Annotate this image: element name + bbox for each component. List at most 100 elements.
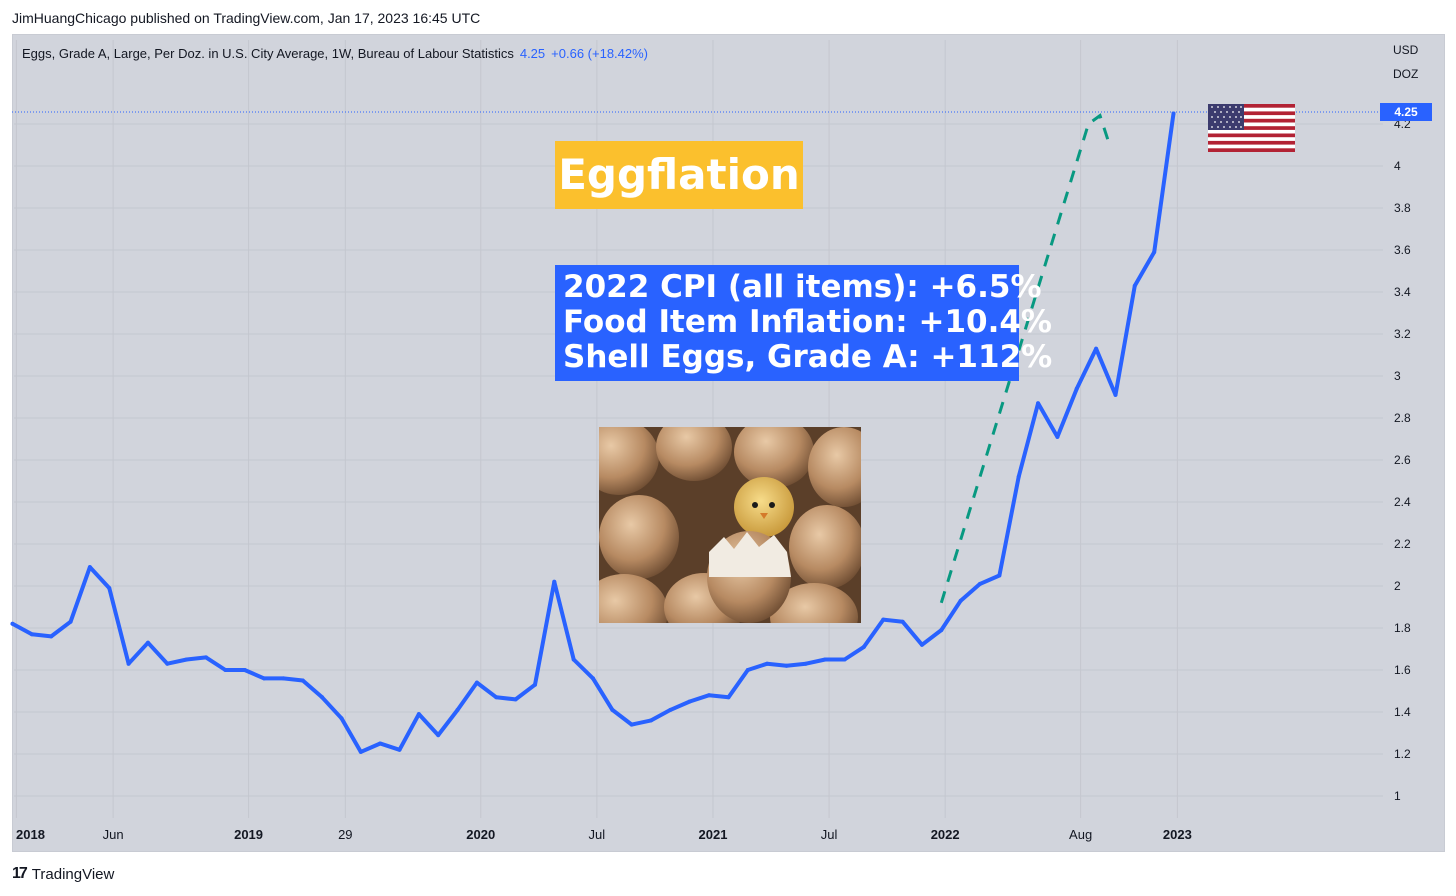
egg-price-point [126,661,131,666]
egg-price-point [745,668,750,672]
egg-price-point [649,718,654,723]
x-tick-label: Jun [103,827,124,842]
egg-price-point [68,619,73,624]
egg-price-point [145,640,150,645]
egg-price-point [919,642,924,647]
x-tick-label: 2019 [234,827,263,842]
symbol-description: Eggs, Grade A, Large, Per Doz. in U.S. C… [22,46,514,61]
egg-price-point [997,573,1002,578]
egg-price-point [262,676,267,681]
last-price-badge: 4.25 [1380,103,1432,121]
x-tick-label: 2022 [931,827,960,842]
last-value: 4.25 [519,46,546,61]
footer-branding[interactable]: 17 TradingView [12,865,114,883]
egg-price-point [1113,392,1118,397]
y-tick-label: 1.2 [1394,747,1411,761]
egg-price-point [1171,111,1176,116]
egg-price-point [1036,401,1041,406]
x-tick-label: 2021 [699,827,728,842]
series-lines [10,111,1176,754]
egg-price-point [300,678,305,683]
x-tick-label: 29 [338,827,352,842]
egg-price-point [1094,346,1099,351]
egg-price-point [320,695,325,700]
egg-price-point [610,707,615,712]
stat-eggs: Shell Eggs, Grade A: +112% [563,339,1053,375]
egg-price-point [881,617,886,622]
egg-price-point [552,579,557,584]
egg-price-point [1074,386,1079,391]
x-tick-label: Aug [1069,827,1092,842]
y-axis[interactable]: 1 1.2 1.4 1.6 1.8 2 2.2 2.4 2.6 2.8 3 3.2 3.4 3.6 3.8 4… [1394,117,1411,803]
egg-price-point [87,565,92,570]
x-tick-label: 2023 [1163,827,1192,842]
egg-price-point [1132,283,1137,288]
egg-price-point [842,657,847,662]
currency-label: USD [1393,43,1419,57]
y-tick-label: 3.2 [1394,327,1411,341]
y-tick-label: 3.8 [1394,201,1411,215]
egg-price-point [436,733,441,738]
y-tick-label: 3.4 [1394,285,1411,299]
x-axis[interactable]: 2018 Jun 2019 29 2020 Jul 2021 Jul 2022 Aug 2023 [16,827,1192,842]
y-tick-label: 1 [1394,789,1401,803]
egg-price-point [397,747,402,752]
us-flag-icon [1208,104,1295,152]
y-tick-label: 2.2 [1394,537,1411,551]
egg-price-point [107,586,112,591]
egg-price-point [184,657,189,662]
egg-price-point [900,619,905,624]
egg-price-point [726,695,731,700]
egg-price-point [242,668,247,672]
x-tick-label: 2020 [466,827,495,842]
egg-price-point [591,676,595,681]
egg-price-point [455,707,460,712]
stat-food: Food Item Inflation: +10.4% [563,304,1052,340]
y-tick-label: 2.6 [1394,453,1411,467]
egg-price-point [358,749,363,754]
y-tick-label: 4 [1394,159,1401,173]
egg-price-point [571,657,576,662]
egg-price-point [1152,250,1157,255]
publisher-line: JimHuangChicago published on TradingView… [12,10,481,26]
y-tick-label: 2 [1394,579,1401,593]
egg-price-point [629,722,634,727]
egg-price-point [204,655,208,660]
y-tick-label: 3.6 [1394,243,1411,257]
egg-price-point [494,695,499,700]
egg-price-point [165,661,170,666]
y-tick-label: 2.4 [1394,495,1411,509]
egg-price-point [49,634,54,639]
stat-cpi: 2022 CPI (all items): +6.5% [563,269,1042,305]
egg-price-point [668,707,673,712]
y-tick-label: 2.8 [1394,411,1411,425]
egg-price-point [1016,474,1021,479]
chick-hatching-egg-photo [599,427,861,623]
y-tick-label: 3 [1394,369,1401,383]
egg-price-point [803,661,808,666]
egg-price-point [765,661,770,666]
egg-price-point [339,716,344,721]
egg-price-point [474,680,479,685]
egg-price-point [29,632,34,637]
egg-price-point [223,668,228,672]
egg-price-point [416,712,421,717]
unit-label: DOZ [1393,67,1419,81]
egg-price-point [513,697,518,702]
egg-price-point [978,581,982,586]
egg-price-point [784,663,789,668]
x-tick-label: Jul [821,827,838,842]
egg-price-point [378,741,383,746]
y-tick-label: 1.8 [1394,621,1411,635]
tradingview-logo-icon: 17 [12,865,28,882]
egg-price-line [10,111,1176,754]
x-tick-label: 2018 [16,827,45,842]
tradingview-brand: TradingView [31,865,115,883]
symbol-legend[interactable]: Eggs, Grade A, Large, Per Doz. in U.S. C… [22,46,648,61]
x-tick-label: Jul [589,827,606,842]
egg-price-point [1055,434,1060,439]
change-value: +0.66 (+18.42%) [551,46,649,61]
eggflation-title: Eggflation [555,141,803,209]
egg-price-point [10,621,15,626]
egg-price-point [707,693,712,698]
